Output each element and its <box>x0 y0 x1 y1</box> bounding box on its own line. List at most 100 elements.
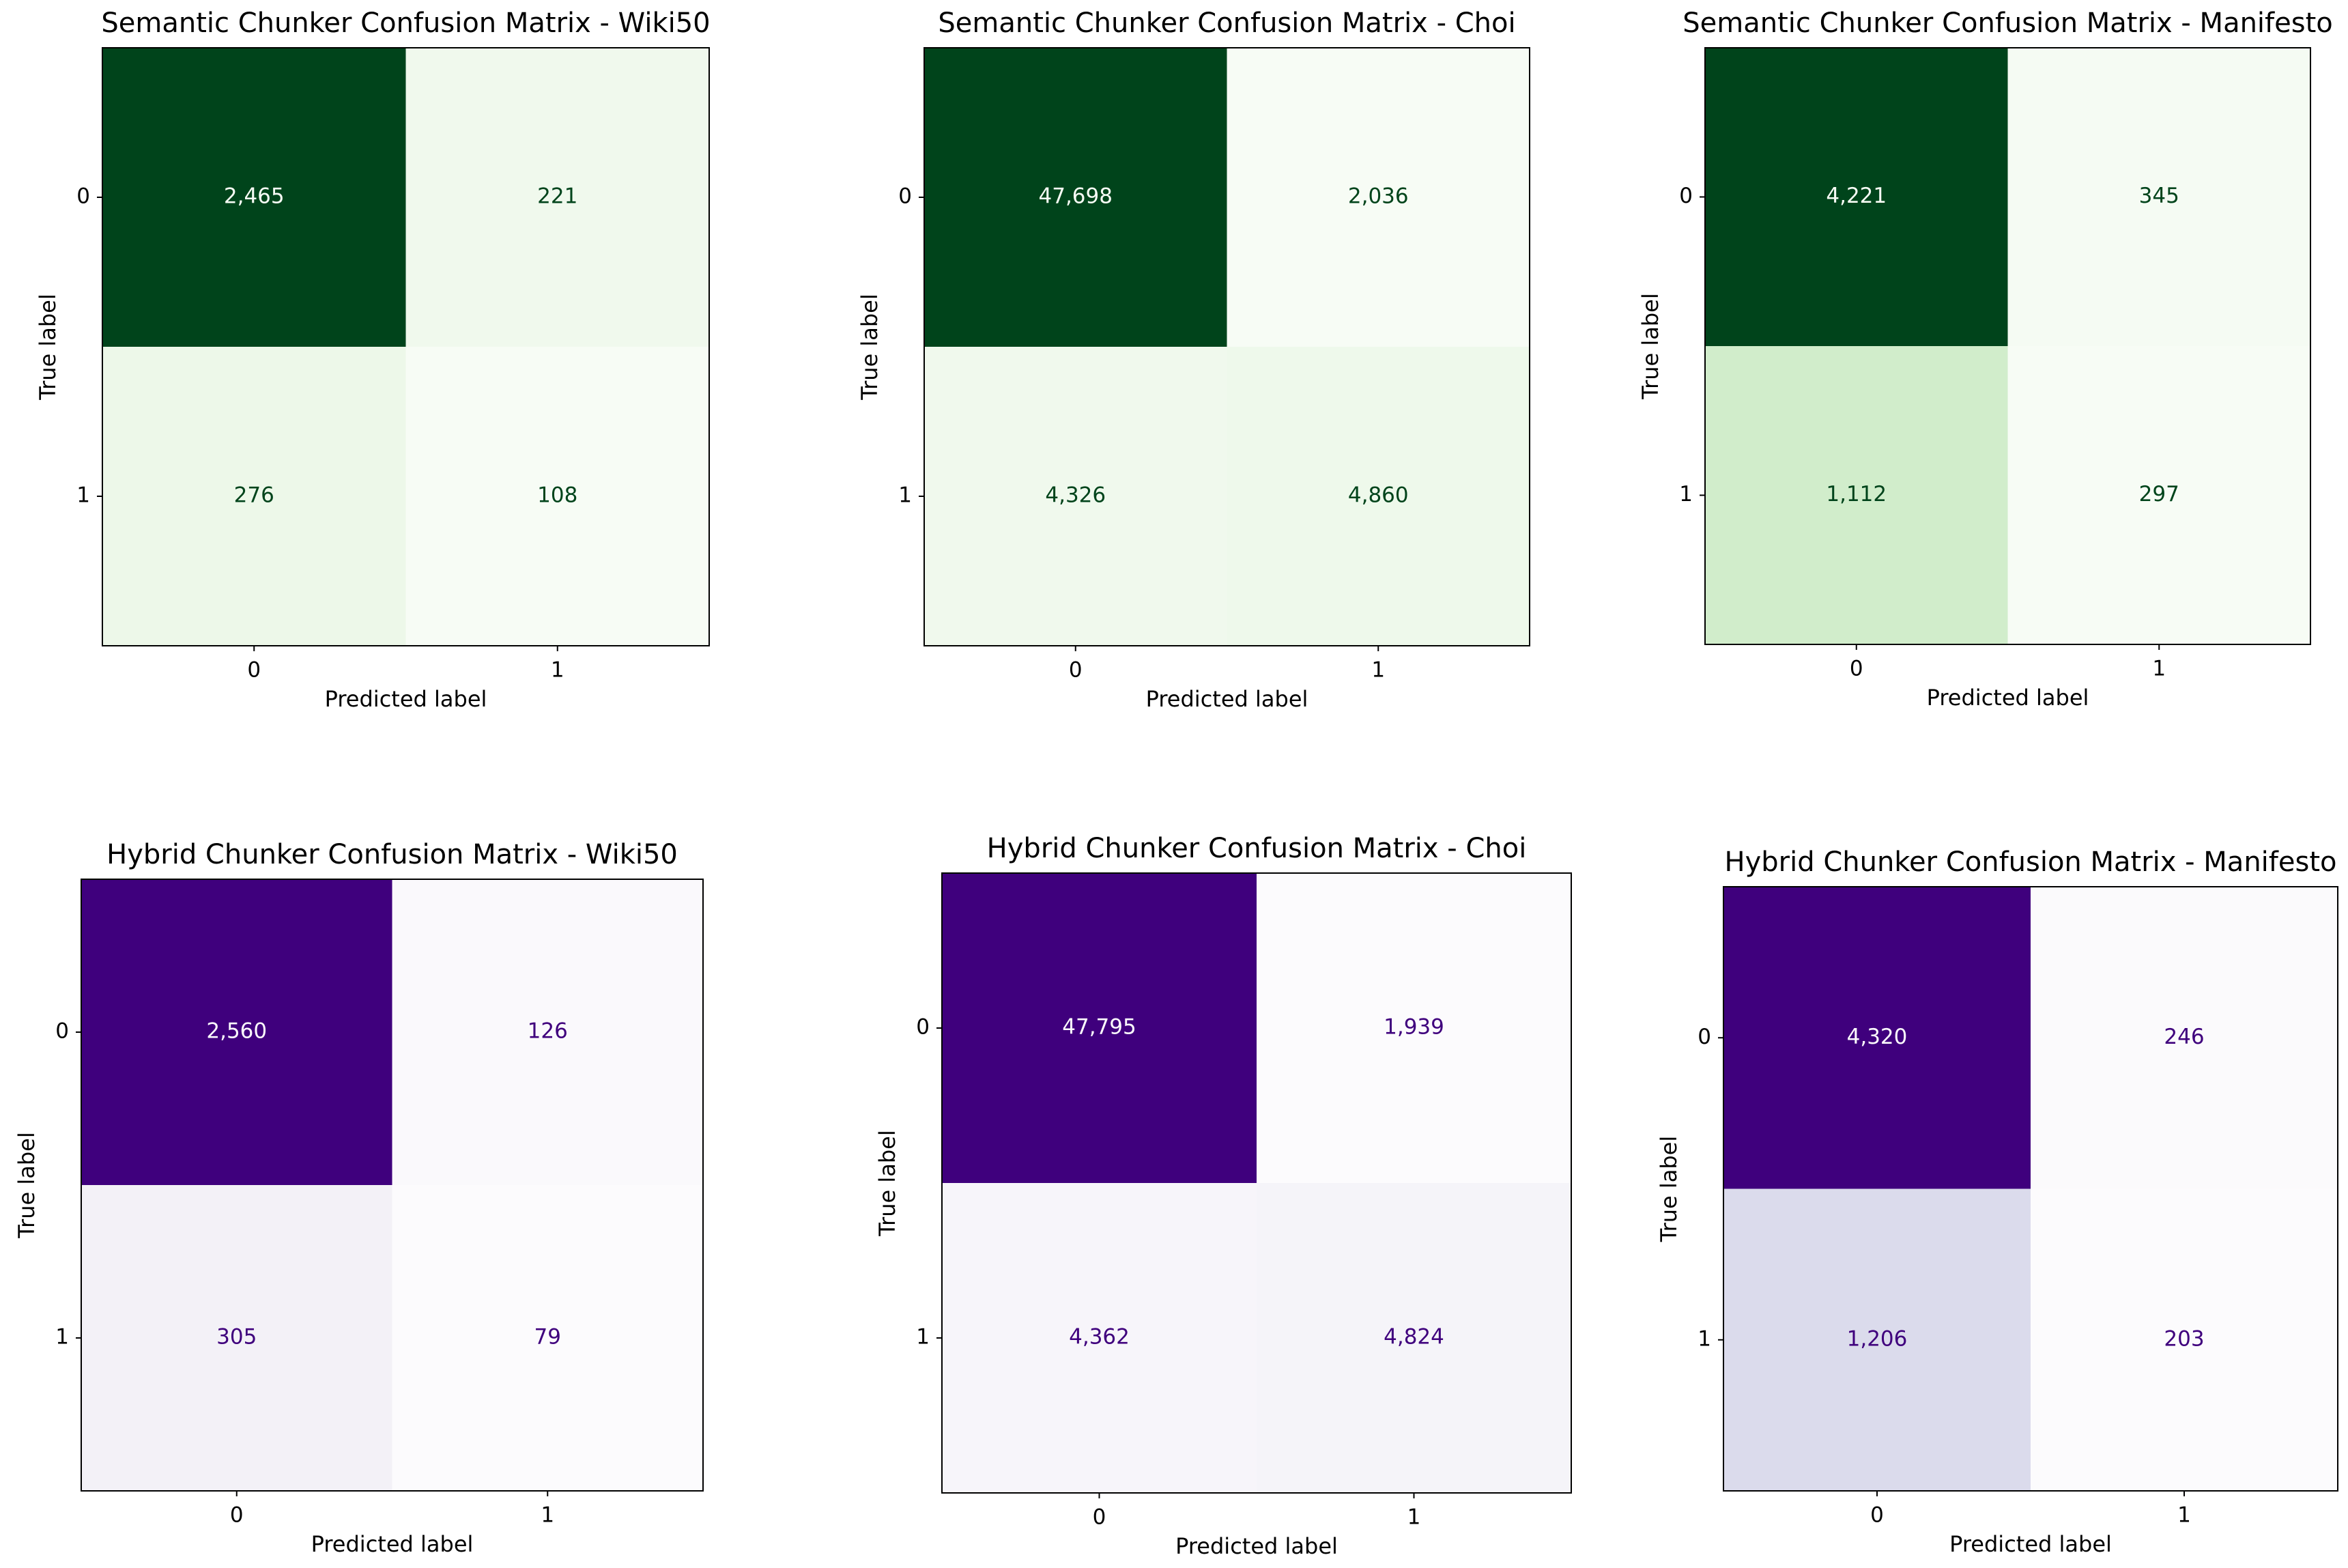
cell-label: 79 <box>534 1325 561 1350</box>
y-axis-label: True label <box>1637 293 1663 400</box>
cell-label: 2,560 <box>206 1019 267 1044</box>
panel: 47,698 2,036 4,326 4,860 0 1 0 1 Predicted label… <box>857 8 1530 712</box>
axes-frame <box>941 872 1572 1494</box>
x-tick-label: 1 <box>1371 658 1385 683</box>
x-tick-label: 0 <box>1093 1505 1106 1530</box>
y-tick-label: 1 <box>55 1325 69 1350</box>
cell-label: 4,824 <box>1384 1325 1444 1350</box>
cell-label: 305 <box>216 1325 257 1350</box>
panel: 2,560 126 305 79 0 1 0 1 Predicted label True lab… <box>14 839 704 1557</box>
cell <box>942 873 1257 1184</box>
y-tick-label: 0 <box>76 184 90 209</box>
x-axis-label: Predicted label <box>1175 1533 1338 1559</box>
y-tick-label: 0 <box>1679 184 1693 208</box>
x-tick-label: 0 <box>230 1503 244 1528</box>
chart-title: Semantic Chunker Confusion Matrix - Choi <box>938 8 1515 39</box>
cell <box>1227 48 1530 347</box>
cell-label: 4,326 <box>1045 483 1106 508</box>
y-axis-label: True label <box>14 1132 40 1239</box>
cell <box>405 48 710 347</box>
cell-label: 203 <box>2164 1326 2204 1351</box>
cell-label: 2,036 <box>1348 184 1409 209</box>
x-axis-label: Predicted label <box>325 686 487 712</box>
cell <box>1705 346 2008 645</box>
x-tick-label: 1 <box>541 1503 554 1528</box>
cell <box>81 879 392 1186</box>
y-tick-label: 1 <box>1679 482 1693 507</box>
y-tick-label: 1 <box>1698 1326 1711 1351</box>
cell <box>1723 1188 2031 1492</box>
cell-label: 4,362 <box>1069 1325 1130 1350</box>
chart-title: Hybrid Chunker Confusion Matrix - Manife… <box>1725 846 2337 878</box>
chart-title: Hybrid Chunker Confusion Matrix - Wiki50 <box>106 839 678 870</box>
cell-label: 47,795 <box>1062 1015 1136 1040</box>
x-tick-label: 0 <box>247 658 261 683</box>
cell <box>2031 1188 2338 1492</box>
x-tick-label: 0 <box>1870 1503 1884 1528</box>
cell <box>81 1185 392 1492</box>
axes-frame <box>924 47 1530 646</box>
panel: 4,221 345 1,112 297 0 1 0 1 Predicted label True … <box>1637 8 2333 711</box>
panel: 4,320 246 1,206 203 0 1 0 1 Predicted label True … <box>1656 846 2338 1557</box>
cell-label: 297 <box>2139 482 2179 507</box>
x-axis-label: Predicted label <box>1949 1531 2112 1557</box>
cell-label: 2,465 <box>224 184 285 209</box>
cell-label: 276 <box>234 483 274 508</box>
cell <box>924 347 1227 646</box>
cell-label: 126 <box>528 1019 568 1044</box>
cell <box>1227 347 1530 646</box>
cell <box>102 347 406 646</box>
cell <box>1257 873 1572 1184</box>
x-axis-label: Predicted label <box>311 1531 474 1557</box>
cell <box>392 879 704 1186</box>
cell-label: 1,206 <box>1847 1326 1908 1351</box>
x-tick-label: 0 <box>1069 658 1083 683</box>
cell <box>942 1183 1257 1494</box>
x-tick-label: 0 <box>1850 657 1863 681</box>
cell <box>392 1185 704 1492</box>
y-tick-label: 1 <box>916 1325 930 1350</box>
y-tick-label: 0 <box>898 184 912 209</box>
x-axis-label: Predicted label <box>1927 685 2089 711</box>
panel: 2,465 221 276 108 0 1 0 1 Predicted label True la… <box>35 8 711 712</box>
x-tick-label: 1 <box>2152 657 2166 681</box>
y-axis-label: True label <box>35 294 61 401</box>
x-tick-label: 1 <box>551 658 564 683</box>
y-tick-label: 0 <box>1698 1025 1711 1049</box>
cell-label: 4,320 <box>1847 1025 1908 1049</box>
cell-label: 4,860 <box>1348 483 1409 508</box>
cell-label: 1,112 <box>1826 482 1887 507</box>
cell-label: 108 <box>537 483 577 508</box>
cell-label: 4,221 <box>1826 184 1887 208</box>
x-tick-label: 1 <box>2177 1503 2191 1528</box>
axes-frame <box>81 879 704 1492</box>
y-tick-label: 1 <box>898 483 912 508</box>
cell-label: 345 <box>2139 184 2179 208</box>
y-tick-label: 0 <box>916 1015 930 1040</box>
cell-label: 221 <box>537 184 577 209</box>
cell <box>1723 887 2031 1189</box>
axes-frame <box>1704 47 2311 645</box>
cell <box>924 48 1227 347</box>
x-tick-label: 1 <box>1407 1505 1421 1530</box>
cell <box>405 347 710 646</box>
chart-title: Hybrid Chunker Confusion Matrix - Choi <box>987 833 1527 864</box>
chart-title: Semantic Chunker Confusion Matrix - Mani… <box>1683 8 2332 39</box>
cell-label: 47,698 <box>1039 184 1113 209</box>
y-axis-label: True label <box>874 1130 900 1237</box>
cell <box>2031 887 2338 1189</box>
cell <box>1705 48 2008 347</box>
cell <box>2007 48 2311 347</box>
cell-label: 1,939 <box>1384 1015 1444 1040</box>
cell <box>2007 346 2311 645</box>
y-axis-label: True label <box>1656 1136 1682 1243</box>
y-tick-label: 1 <box>76 483 90 508</box>
axes-frame <box>102 47 710 646</box>
cell <box>1257 1183 1572 1494</box>
chart-title: Semantic Chunker Confusion Matrix - Wiki… <box>101 8 710 39</box>
cell <box>102 48 406 347</box>
y-axis-label: True label <box>857 294 883 401</box>
x-axis-label: Predicted label <box>1146 686 1308 712</box>
